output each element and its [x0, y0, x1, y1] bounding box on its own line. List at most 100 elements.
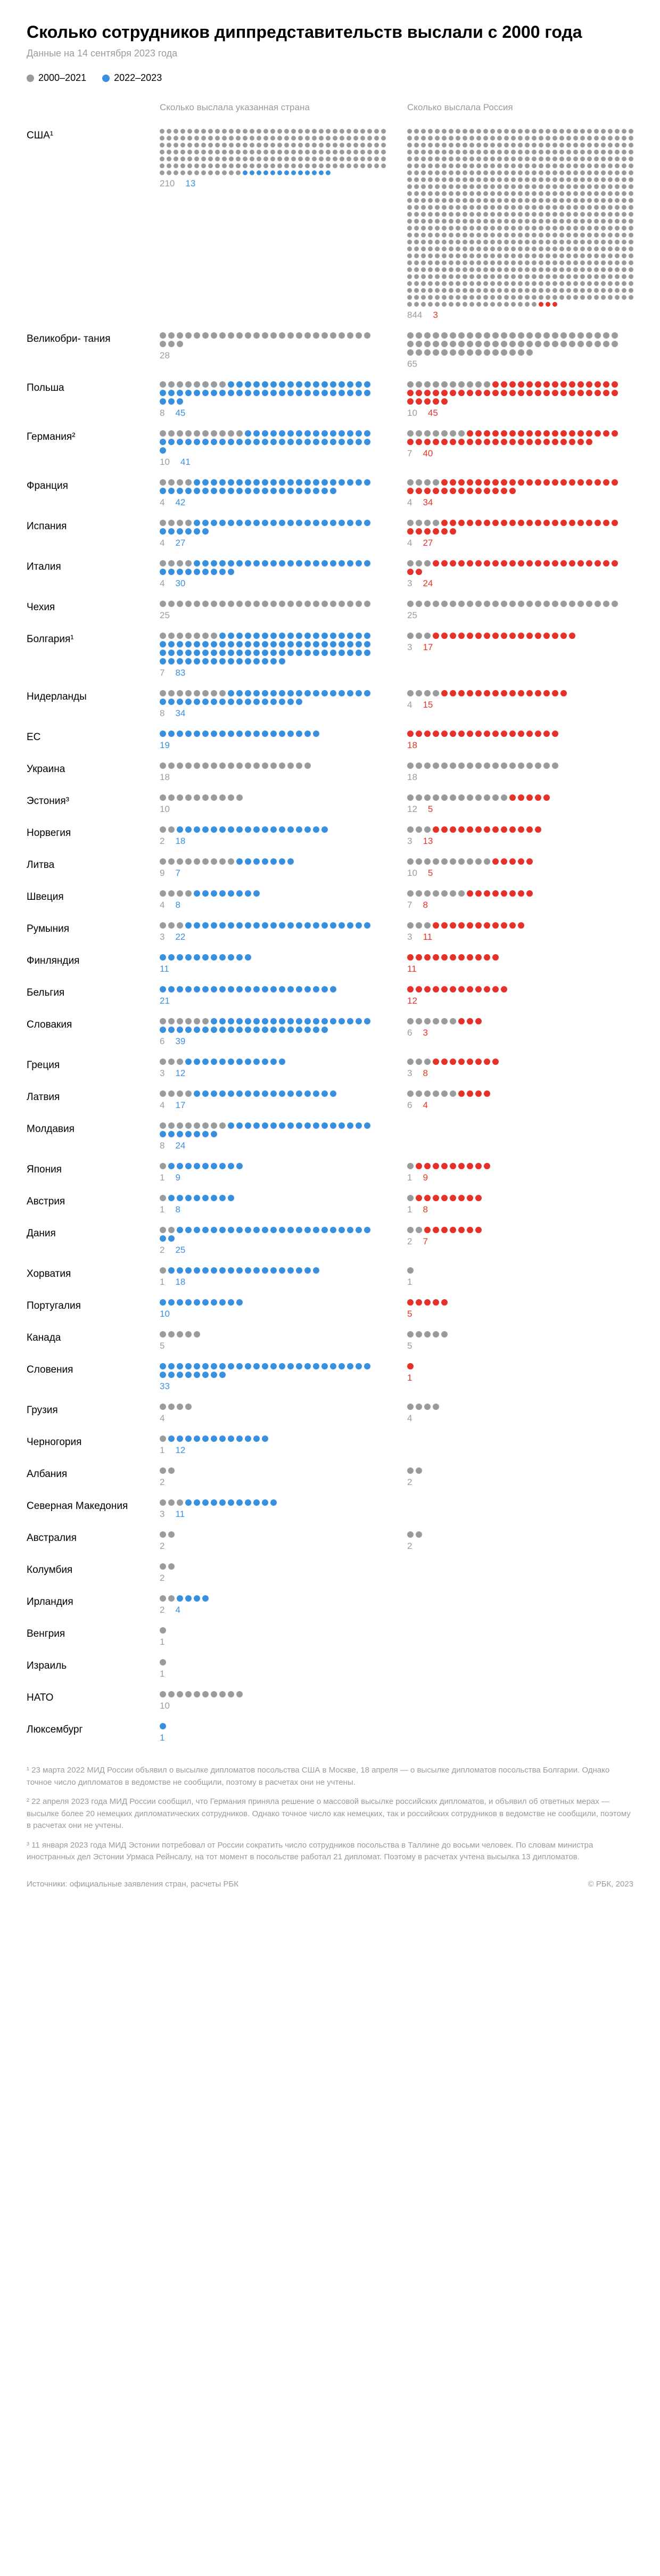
country-label: Италия [27, 560, 138, 573]
left-block: 1 [160, 1659, 386, 1679]
dot-grid [160, 1563, 373, 1570]
value-labels: 24 [160, 1605, 386, 1615]
value-gray: 1 [407, 1172, 412, 1183]
value-labels: 740 [407, 448, 633, 459]
country-label: Бельгия [27, 986, 138, 999]
value-color: 22 [175, 932, 185, 942]
value-color: 12 [175, 1068, 185, 1079]
value-gray: 1 [407, 1277, 412, 1287]
value-gray: 3 [160, 1509, 164, 1520]
value-gray: 8 [160, 708, 164, 719]
dot-grid [160, 890, 373, 897]
value-color: 18 [175, 836, 185, 847]
value-labels: 118 [160, 1277, 386, 1287]
value-labels: 783 [160, 668, 386, 678]
dot-grid [407, 922, 620, 929]
left-block: 5 [160, 1331, 386, 1351]
country-label: Израиль [27, 1659, 138, 1672]
value-labels: 4 [407, 1413, 633, 1424]
country-label: Канада [27, 1331, 138, 1344]
left-block: 4 [160, 1404, 386, 1424]
value-labels: 97 [160, 868, 386, 879]
left-block: 18 [160, 1195, 386, 1215]
country-row: Молдавия824 [27, 1122, 633, 1151]
value-labels: 639 [160, 1036, 386, 1047]
value-color: 7 [423, 1236, 427, 1247]
footnote: ³ 11 января 2023 года МИД Эстонии потреб… [27, 1840, 633, 1864]
country-label: ЕС [27, 731, 138, 743]
left-block: 19 [160, 1163, 386, 1183]
country-label: Австралия [27, 1531, 138, 1544]
value-labels: 1 [160, 1733, 386, 1743]
country-label: Румыния [27, 922, 138, 935]
right-block: 65 [407, 332, 633, 370]
value-color: 8 [175, 1204, 180, 1215]
dot-grid [407, 1059, 620, 1065]
value-gray: 4 [160, 497, 164, 508]
value-labels: 1 [407, 1277, 633, 1287]
left-block: 33 [160, 1363, 386, 1392]
value-labels: 64 [407, 1100, 633, 1111]
left-block: 322 [160, 922, 386, 942]
dot-grid [160, 1499, 373, 1506]
dot-grid [407, 1195, 620, 1201]
dot-grid [407, 731, 620, 737]
country-label: Эстония³ [27, 794, 138, 807]
left-block: 24 [160, 1595, 386, 1615]
country-row: Португалия105 [27, 1299, 633, 1319]
country-label: Греция [27, 1059, 138, 1071]
left-block: 783 [160, 633, 386, 678]
dot-grid [160, 1467, 373, 1474]
country-row: Финляндия1111 [27, 954, 633, 974]
right-block: 125 [407, 794, 633, 815]
value-color: 83 [175, 668, 185, 678]
dot-grid [160, 1090, 373, 1097]
value-labels: 311 [160, 1509, 386, 1520]
value-color: 39 [175, 1036, 185, 1047]
right-block: 4 [407, 1404, 633, 1424]
value-gray: 2 [160, 1605, 164, 1615]
value-labels: 317 [407, 642, 633, 653]
dot-grid [160, 332, 373, 347]
country-row: Израиль 1 [27, 1659, 633, 1679]
dot-grid [160, 1659, 373, 1666]
country-row: Германия²1041740 [27, 430, 633, 467]
value-gray: 5 [160, 1341, 164, 1351]
value-labels: 313 [407, 836, 633, 847]
left-block: 19 [160, 731, 386, 751]
value-gray: 1 [407, 1204, 412, 1215]
country-row: Канада55 [27, 1331, 633, 1351]
left-block: 311 [160, 1499, 386, 1520]
country-label: Германия² [27, 430, 138, 443]
value-color: 17 [175, 1100, 185, 1111]
dot-grid [407, 1331, 620, 1338]
value-gray: 1 [160, 1445, 164, 1456]
country-row: Венгрия1 [27, 1627, 633, 1647]
value-labels: 11 [407, 964, 633, 974]
dot-grid [407, 381, 620, 405]
dot-grid [407, 1267, 620, 1274]
value-gray: 8 [160, 408, 164, 419]
value-gray: 2 [407, 1541, 412, 1552]
value-color: 33 [160, 1381, 170, 1392]
dot-grid [160, 1595, 373, 1602]
country-label: Венгрия [27, 1627, 138, 1640]
right-block: 11 [407, 954, 633, 974]
value-gray: 10 [407, 868, 417, 879]
country-label: Нидерланды [27, 690, 138, 703]
dot-grid [160, 430, 373, 454]
value-gray: 4 [160, 1413, 164, 1424]
dot-grid [160, 479, 373, 494]
value-color: 45 [428, 408, 438, 419]
value-gray: 2 [160, 1477, 164, 1488]
value-labels: 63 [407, 1028, 633, 1038]
value-color: 34 [423, 497, 433, 508]
value-gray: 10 [160, 457, 170, 467]
value-labels: 5 [160, 1341, 386, 1351]
dot-grid [407, 1227, 620, 1233]
country-label: Люксембург [27, 1723, 138, 1736]
value-labels: 18 [407, 772, 633, 783]
country-label: Грузия [27, 1404, 138, 1416]
left-block: 312 [160, 1059, 386, 1079]
country-label: Албания [27, 1467, 138, 1480]
